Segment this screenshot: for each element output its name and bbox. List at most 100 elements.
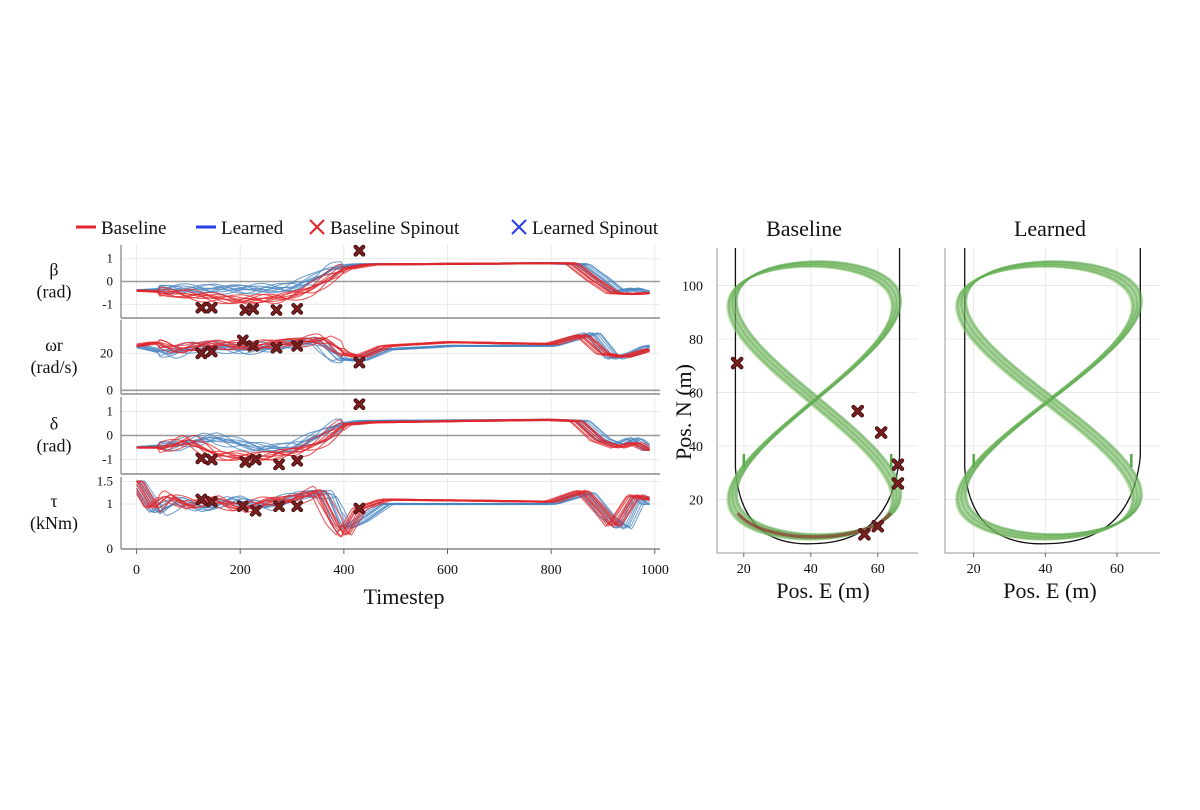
legend-baseline-label: Baseline xyxy=(101,218,166,239)
legend-learned-spinout-marker xyxy=(511,219,527,235)
series-traces xyxy=(136,418,650,462)
y-tick-label: -1 xyxy=(102,296,113,311)
y-tick-label: 1.5 xyxy=(97,474,113,489)
legend-learned-label: Learned xyxy=(221,218,284,239)
y-tick-label: 40 xyxy=(689,440,703,455)
spinout-marker xyxy=(236,334,249,347)
y-axis-label: ωr xyxy=(45,335,63,355)
baseline-trace xyxy=(136,481,650,535)
x-tick-label: 0 xyxy=(133,563,140,578)
spinout-marker xyxy=(353,398,366,411)
spinout-marker xyxy=(874,426,888,439)
spinout-marker xyxy=(291,454,304,467)
legend: Baseline Learned Baseline Spinout Learne… xyxy=(76,218,659,239)
series-traces xyxy=(136,331,650,364)
y-axis-label: δ xyxy=(50,414,58,434)
trajectory-baseline-x-label: Pos. E (m) xyxy=(776,578,870,603)
baseline-trace xyxy=(136,419,650,462)
spinout-marker xyxy=(205,301,218,314)
trajectory-path xyxy=(965,260,1143,536)
spinout-marker xyxy=(239,456,252,468)
time-series-x-label: Timestep xyxy=(363,584,444,609)
trajectory-y-label: Pos. N (m) xyxy=(671,364,696,460)
y-tick-label: -1 xyxy=(102,452,113,467)
y-tick-label: 1 xyxy=(107,251,114,266)
spinout-marker xyxy=(247,302,260,315)
spinout-marker xyxy=(205,495,218,508)
spinout-marker xyxy=(858,527,871,541)
baseline-trace xyxy=(136,333,650,358)
x-tick-label: 800 xyxy=(541,563,562,578)
trajectory-path xyxy=(735,260,902,536)
y-axis-unit: (rad/s) xyxy=(31,357,78,378)
y-axis-unit: (rad) xyxy=(37,282,72,303)
spinout-marker xyxy=(195,347,208,360)
spinout-marker xyxy=(891,477,905,490)
spinout-path-segment xyxy=(736,511,892,539)
trajectory-learned-title: Learned xyxy=(1014,216,1086,241)
x-tick-label: 600 xyxy=(437,563,458,578)
spinout-marker xyxy=(353,502,366,515)
y-tick-label: 100 xyxy=(682,279,703,294)
spinout-marker xyxy=(249,453,262,466)
spinout-marker xyxy=(205,453,218,466)
y-axis-unit: (rad) xyxy=(37,436,72,457)
x-tick-label: 400 xyxy=(333,563,354,578)
y-axis-unit: (kNm) xyxy=(30,513,78,534)
trajectory-baseline-title: Baseline xyxy=(766,216,842,241)
trajectory-learned-x-label: Pos. E (m) xyxy=(1003,578,1097,603)
spinout-marker xyxy=(291,340,304,352)
spinout-marker xyxy=(195,301,208,314)
y-tick-label: 20 xyxy=(689,493,703,508)
subplot-3: 1.5 1 0 τ(kNm) xyxy=(30,474,660,556)
y-tick-label: 0 xyxy=(107,382,114,397)
x-tick-label: 200 xyxy=(230,563,251,578)
spinout-marker xyxy=(291,500,304,513)
x-tick-label: 20 xyxy=(967,562,981,577)
time-series-panels: 10-1β(rad)200ωr(rad/s)10-1δ(rad)1.510τ(k… xyxy=(30,244,660,556)
spinout-marker xyxy=(270,341,283,354)
y-tick-label: 80 xyxy=(689,333,703,348)
series-traces xyxy=(136,261,650,305)
spinout-marker xyxy=(195,452,208,465)
subplot-1: 20 0 ωr(rad/s) xyxy=(31,320,660,397)
trajectory-baseline-panel: 20 40 60 20 40 60 80 100 xyxy=(682,248,918,577)
y-tick-label: 0 xyxy=(107,541,114,556)
spinout-marker xyxy=(353,356,366,369)
trajectory-learned-panel: 20 40 60 xyxy=(944,248,1160,577)
subplot-0: 1 0 -1 β(rad) xyxy=(37,244,660,319)
baseline-trace xyxy=(136,480,650,536)
y-axis-label: τ xyxy=(50,491,57,511)
spinout-marker xyxy=(195,493,208,506)
x-tick-label: 60 xyxy=(1110,562,1124,577)
learned-trace xyxy=(136,480,650,530)
spinout-marker xyxy=(273,458,285,471)
spinout-marker xyxy=(891,458,905,472)
baseline-trace xyxy=(136,262,650,305)
y-tick-label: 1 xyxy=(107,403,114,418)
spinout-marker xyxy=(205,345,218,358)
spinout-marker xyxy=(236,500,249,513)
spinout-marker xyxy=(273,500,285,513)
spinout-marker xyxy=(871,519,885,533)
y-tick-label: 60 xyxy=(689,386,703,401)
x-tick-label: 40 xyxy=(1038,562,1052,577)
spinout-marker xyxy=(247,340,260,352)
spinout-marker xyxy=(291,302,304,315)
x-tick-label: 20 xyxy=(737,562,751,577)
spinout-marker xyxy=(730,356,744,370)
y-tick-label: 0 xyxy=(107,274,114,289)
legend-baseline-spinout-label: Baseline Spinout xyxy=(330,218,460,239)
x-tick-label: 1000 xyxy=(641,563,669,578)
time-series-x-axis: 0 200 400 600 800 1000 xyxy=(133,549,669,578)
x-tick-label: 60 xyxy=(871,562,885,577)
y-tick-label: 20 xyxy=(100,345,113,360)
y-axis-label: β xyxy=(49,260,58,280)
series-traces xyxy=(136,480,650,538)
legend-baseline-spinout-marker xyxy=(309,219,325,235)
spinout-marker xyxy=(270,304,283,316)
x-tick-label: 40 xyxy=(804,562,818,577)
spinout-marker xyxy=(851,404,865,418)
spinout-marker xyxy=(353,244,366,257)
